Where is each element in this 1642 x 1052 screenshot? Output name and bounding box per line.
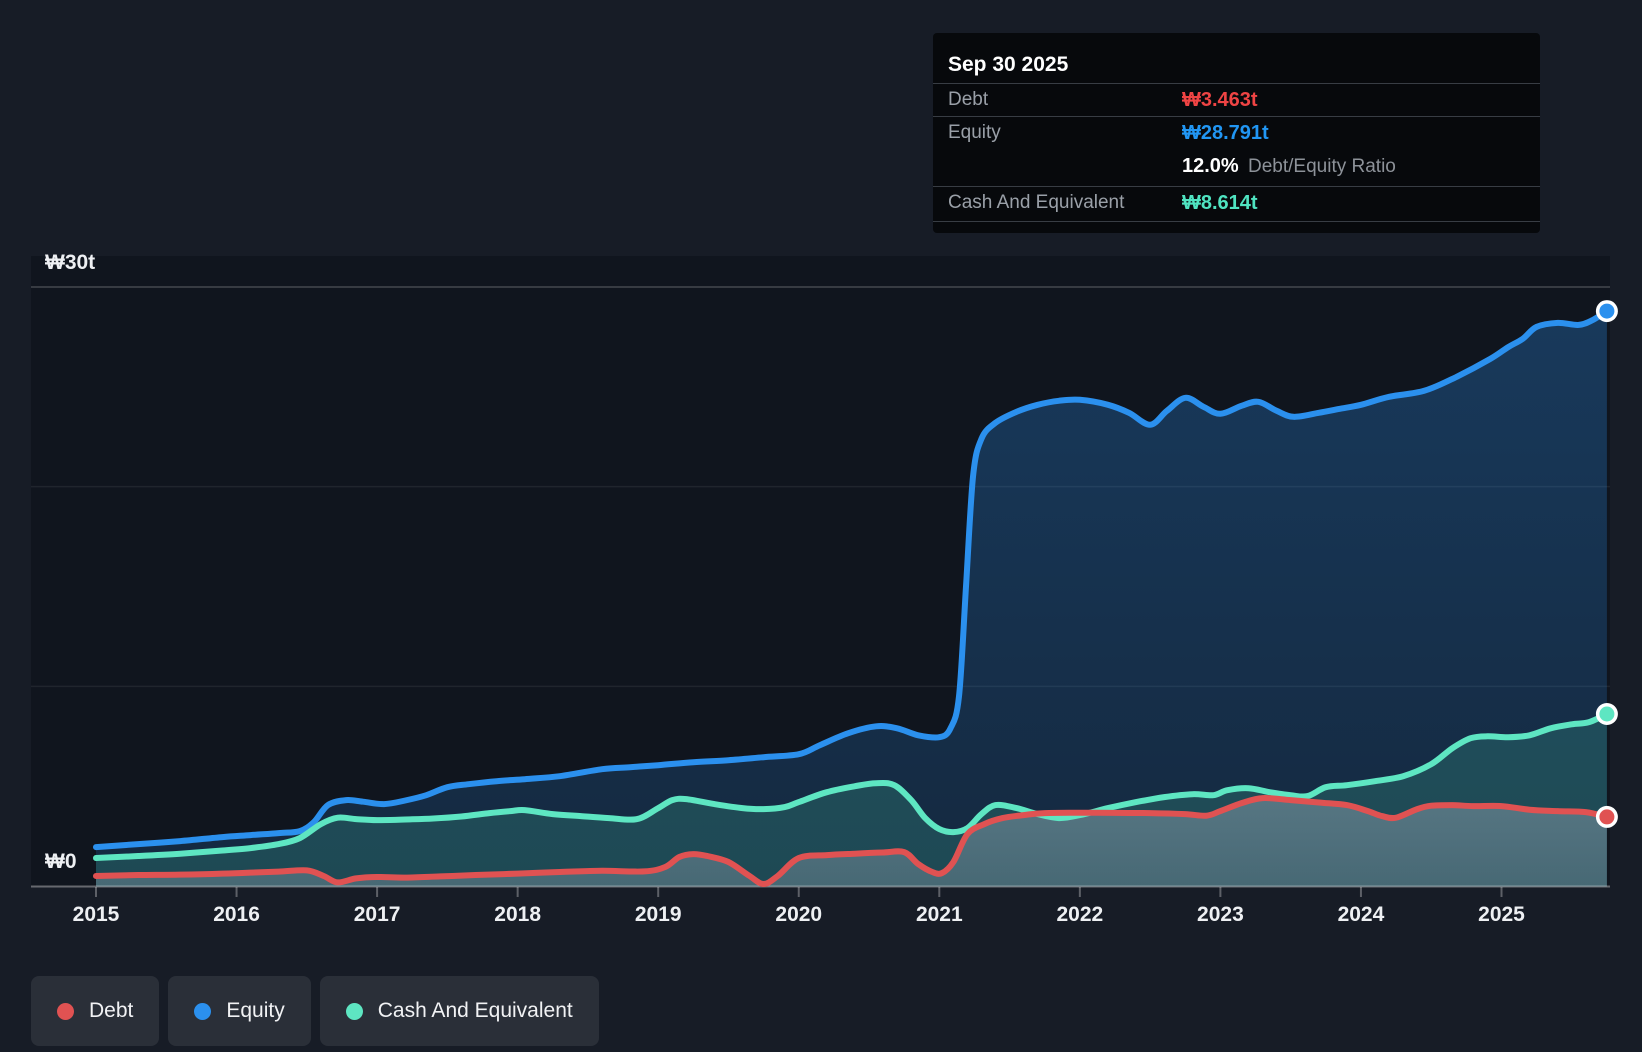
legend-item-cash[interactable]: Cash And Equivalent (319, 976, 599, 1046)
chart-legend: Debt Equity Cash And Equivalent (31, 976, 599, 1046)
debt-dot-icon (57, 1002, 74, 1020)
debt-area (96, 798, 1607, 887)
tooltip-ratio-value: 12.0% (1182, 155, 1239, 177)
x-axis-label-2021: 2021 (916, 903, 963, 926)
legend-item-debt[interactable]: Debt (31, 976, 160, 1046)
tooltip-divider (933, 221, 1540, 222)
chart-tooltip: Sep 30 2025 Debt ₩3.463t Equity ₩28.791t… (933, 33, 1540, 233)
equity-dot-icon (194, 1002, 212, 1020)
tooltip-cash-label: Cash And Equivalent (948, 192, 1125, 213)
equity-area (96, 311, 1607, 887)
x-axis-label-2015: 2015 (73, 903, 120, 926)
x-axis-label-2020: 2020 (775, 903, 822, 926)
tooltip-equity-value: ₩28.791t (1182, 122, 1269, 144)
x-axis-label-2022: 2022 (1056, 903, 1103, 926)
equity-end-marker[interactable] (1599, 303, 1615, 319)
tooltip-ratio-label: Debt/Equity Ratio (1248, 156, 1396, 177)
y-axis-label: ₩0 (45, 850, 77, 873)
legend-equity-label: Equity (226, 999, 285, 1022)
y-axis-label: ₩30t (45, 251, 95, 274)
debt-line[interactable] (93, 795, 1610, 887)
cash-dot-icon (345, 1002, 363, 1020)
equity-line[interactable] (93, 308, 1610, 851)
x-axis-label-2019: 2019 (635, 903, 682, 926)
tooltip-debt-label: Debt (948, 89, 989, 110)
legend-cash-label: Cash And Equivalent (377, 999, 573, 1022)
tooltip-equity-row: Equity ₩28.791t (948, 122, 1525, 144)
tooltip-debt-value: ₩3.463t (1182, 89, 1258, 111)
tooltip-cash-value: ₩8.614t (1182, 192, 1258, 214)
tooltip-date: Sep 30 2025 (948, 53, 1069, 76)
x-axis-label-2023: 2023 (1197, 903, 1244, 926)
tooltip-equity-label: Equity (948, 122, 1001, 143)
tooltip-divider (933, 186, 1540, 187)
x-axis-label-2024: 2024 (1338, 903, 1385, 926)
x-axis-label-2025: 2025 (1478, 903, 1525, 926)
cash-and-equivalent-line[interactable] (93, 711, 1610, 861)
cash-and-equivalent-end-marker[interactable] (1599, 706, 1615, 722)
debt-end-marker[interactable] (1599, 809, 1615, 825)
tooltip-divider (933, 83, 1540, 84)
x-axis-label-2016: 2016 (213, 903, 260, 926)
x-axis-label-2018: 2018 (494, 903, 541, 926)
tooltip-debt-row: Debt ₩3.463t (948, 89, 1525, 111)
x-axis-label-2017: 2017 (354, 903, 401, 926)
tooltip-divider (933, 116, 1540, 117)
tooltip-cash-row: Cash And Equivalent ₩8.614t (948, 192, 1525, 214)
legend-debt-label: Debt (89, 999, 134, 1022)
legend-item-equity[interactable]: Equity (168, 976, 311, 1046)
